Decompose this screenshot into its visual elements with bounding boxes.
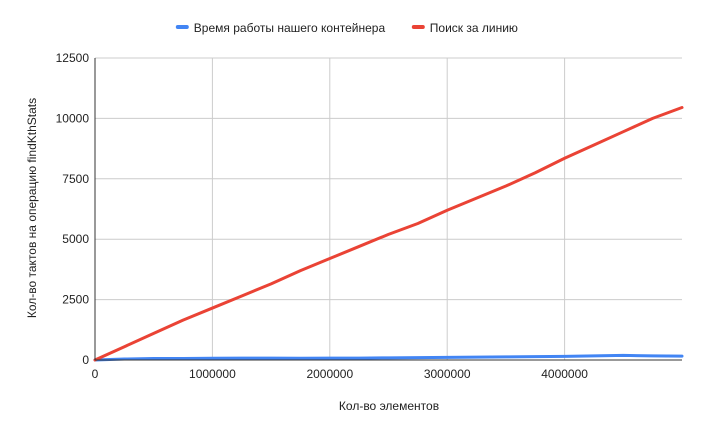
- y-tick-label: 10000: [56, 111, 90, 125]
- legend: Время работы нашего контейнера Поиск за л…: [175, 21, 518, 35]
- legend-label-2: Поиск за линию: [430, 21, 518, 35]
- x-tick-label: 1000000: [189, 367, 236, 381]
- x-tick-label: 0: [92, 367, 99, 381]
- series-layer: [93, 106, 684, 362]
- y-tick-label: 7500: [62, 172, 89, 186]
- y-tick-labels: 0 2500 5000 7500 10000 12500: [56, 51, 90, 367]
- y-gridlines: [95, 57, 682, 361]
- x-tick-label: 2000000: [306, 367, 353, 381]
- y-tick-label: 12500: [56, 51, 90, 65]
- legend-swatch-2: [411, 25, 425, 29]
- y-axis-title: Кол-во тактов на операцию findKthStats: [25, 98, 39, 318]
- legend-swatch-1: [175, 25, 189, 29]
- x-axis-title: Кол-во элементов: [339, 399, 439, 413]
- y-tick-label: 5000: [62, 232, 89, 246]
- x-tick-labels: 0 1000000 2000000 3000000 4000000: [92, 367, 589, 381]
- x-tick-label: 3000000: [424, 367, 471, 381]
- x-gridlines: [211, 58, 566, 360]
- series-line-2: [93, 106, 684, 362]
- x-tick-label: 4000000: [541, 367, 588, 381]
- y-tick-label: 0: [82, 353, 89, 367]
- y-tick-label: 2500: [62, 293, 89, 307]
- axes: [94, 58, 682, 361]
- series-line-1: [93, 353, 684, 362]
- legend-label-1: Время работы нашего контейнера: [194, 21, 386, 35]
